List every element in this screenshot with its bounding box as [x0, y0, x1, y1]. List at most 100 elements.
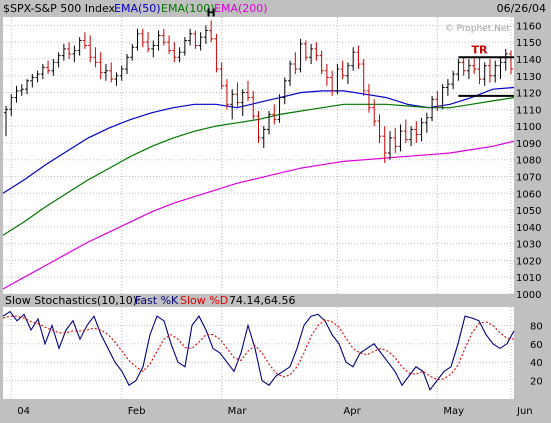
ohlc-bar	[393, 127, 398, 153]
ohlc-bar	[98, 52, 103, 80]
ohlc-bar	[277, 94, 282, 123]
stochastics-panel: 20 40 60 80	[2, 307, 543, 399]
ohlc-bar	[93, 47, 98, 68]
peak-annotation: H	[207, 6, 216, 19]
ohlc-bar	[330, 70, 335, 96]
stoch-plot-area	[3, 307, 514, 399]
ohlc-bar	[366, 84, 371, 113]
y-tick-label: 1140	[516, 55, 541, 66]
ohlc-bar	[319, 50, 324, 75]
ohlc-bar	[114, 72, 119, 86]
y-tick-label: 1010	[516, 273, 541, 284]
symbol-label: $SPX-S&P 500 Index	[3, 2, 116, 15]
ohlc-bar	[409, 126, 414, 147]
ohlc-bar	[272, 104, 277, 125]
ohlc-bar	[172, 42, 177, 63]
ohlc-bar	[361, 58, 366, 96]
ohlc-bar	[466, 58, 471, 80]
range-annotation: TR	[471, 43, 488, 56]
ema50-label: EMA(50)	[114, 2, 161, 15]
price-plot-area	[3, 17, 514, 294]
ohlc-bar	[424, 112, 429, 133]
ohlc-bar	[345, 62, 350, 85]
ohlc-bar	[82, 32, 87, 49]
ohlc-bar	[209, 20, 214, 43]
stoch-values: 74.14,64.56	[229, 294, 295, 307]
ema100-label: EMA(100)	[161, 2, 215, 15]
y-tick-label: 1160	[516, 21, 541, 32]
ohlc-bar	[156, 30, 161, 51]
ohlc-bar	[298, 38, 303, 73]
ohlc-bar	[88, 35, 93, 63]
ohlc-bar	[161, 28, 166, 46]
ohlc-bar	[182, 37, 187, 56]
ohlc-bar	[430, 95, 435, 122]
ohlc-bar	[482, 62, 487, 86]
ohlc-bar	[40, 64, 45, 80]
date-axis: 04 Feb Mar Apr May Jun	[17, 406, 532, 417]
stoch-tick-label: 80	[530, 321, 543, 332]
ohlc-bars	[4, 20, 513, 164]
ohlc-bar	[4, 105, 8, 137]
ohlc-bar	[503, 48, 508, 71]
stoch-tick-label: 60	[530, 340, 543, 351]
ohlc-bar	[267, 111, 272, 135]
ohlc-bar	[119, 65, 124, 81]
ohlc-bar	[240, 89, 245, 117]
ohlc-bar	[251, 90, 256, 120]
stoch-axis: 20 40 60 80	[530, 321, 543, 387]
x-tick-label: May	[443, 406, 464, 417]
ohlc-bar	[188, 28, 193, 46]
ohlc-bar	[146, 32, 151, 53]
ohlc-bar	[335, 64, 340, 95]
y-tick-label: 1080	[516, 156, 541, 167]
ema200-label: EMA(200)	[214, 2, 268, 15]
ohlc-bar	[493, 60, 498, 83]
ohlc-bar	[19, 84, 24, 96]
ohlc-bar	[356, 45, 361, 70]
x-tick-label: Mar	[228, 406, 248, 417]
ohlc-bar	[314, 42, 319, 61]
ohlc-bar	[56, 52, 61, 68]
ohlc-bar	[72, 45, 77, 63]
ohlc-bar	[140, 28, 145, 48]
stoch-tick-label: 20	[530, 377, 543, 388]
ohlc-bar	[477, 57, 482, 85]
ohlc-bar	[403, 119, 408, 143]
y-tick-label: 1100	[516, 122, 541, 133]
x-tick-label: 04	[17, 406, 30, 417]
ohlc-bar	[398, 124, 403, 152]
ohlc-bar	[198, 32, 203, 51]
ohlc-bar	[130, 43, 135, 61]
ohlc-bar	[9, 94, 14, 117]
ohlc-bar	[487, 58, 492, 83]
ohlc-bar	[203, 25, 208, 44]
ohlc-bar	[498, 57, 503, 80]
ohlc-bar	[256, 111, 261, 143]
ohlc-bar	[377, 114, 382, 143]
ohlc-bar	[219, 62, 224, 90]
stoch-lines	[2, 310, 515, 391]
y-tick-label: 1070	[516, 172, 541, 183]
y-tick-label: 1090	[516, 139, 541, 150]
ohlc-bar	[451, 70, 456, 90]
ohlc-bar	[414, 121, 419, 143]
ohlc-bar	[14, 85, 19, 103]
ohlc-bar	[151, 40, 156, 58]
ohlc-bar	[461, 57, 466, 76]
ohlc-bar	[472, 57, 477, 75]
price-panel: HTR © Prophet.Net 1000101010201030104010…	[2, 6, 541, 301]
ohlc-bar	[167, 35, 172, 54]
ohlc-bar	[109, 62, 114, 83]
y-tick-label: 1150	[516, 38, 541, 49]
x-tick-label: Apr	[343, 406, 361, 417]
ohlc-bar	[235, 82, 240, 108]
watermark: © Prophet.Net	[445, 24, 511, 34]
stoch-title: Slow Stochastics(10,10):	[5, 294, 141, 307]
ohlc-bar	[245, 80, 250, 101]
ohlc-bar	[61, 43, 66, 61]
ohlc-bar	[382, 126, 387, 164]
ohlc-bar	[419, 117, 424, 142]
ohlc-bar	[340, 60, 345, 80]
ohlc-bar	[288, 60, 293, 86]
